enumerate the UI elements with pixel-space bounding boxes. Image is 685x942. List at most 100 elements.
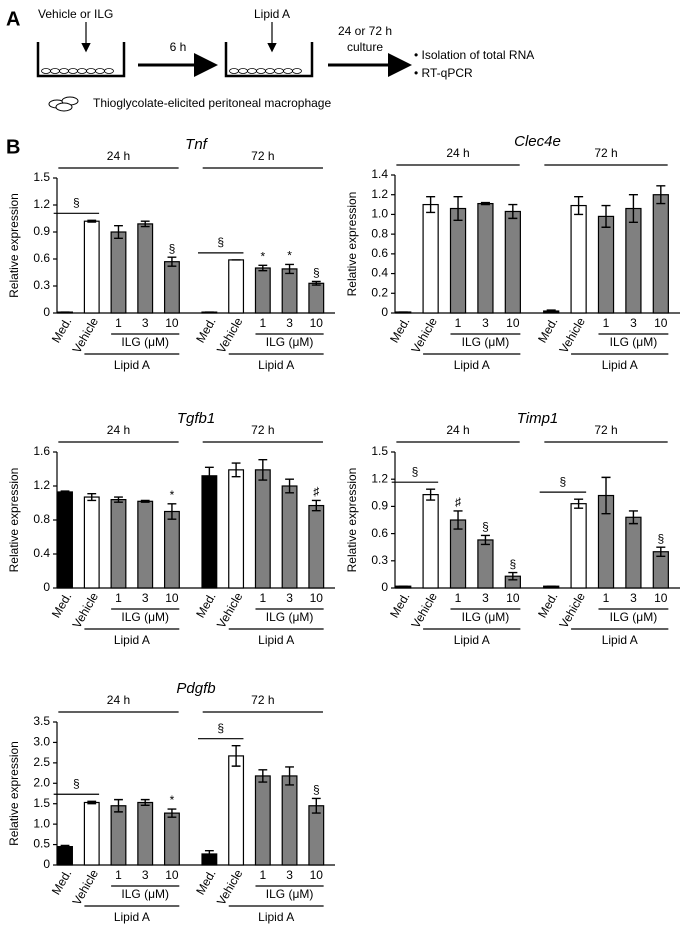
bar [281,485,298,589]
y-tick-label: 0 [43,305,50,319]
error-bar [453,195,463,222]
x-tick-label: 3 [286,316,293,330]
error-bar [574,498,584,509]
panel-label: B [6,136,20,158]
x-tick-label: 1 [455,316,462,330]
stimulus-label: Lipid A [254,7,290,21]
significance-marker: § [313,266,320,280]
stimulus-label: Lipid A [114,358,150,372]
ilg-label: ILG (μM) [266,610,314,624]
significance-marker: § [657,531,664,545]
bar [228,469,245,589]
x-tick-label: 10 [506,316,520,330]
ilg-label: ILG (μM) [610,335,658,349]
error-bar [258,769,268,783]
error-bar [601,204,611,228]
x-tick-label: Med. [387,590,412,620]
error-bar [87,800,97,805]
y-tick-label: 1.2 [371,471,388,485]
y-tick-label: 0 [43,857,50,871]
error-bar [258,264,268,272]
x-tick-label: Vehicle [70,315,102,356]
x-tick-label: Vehicle [214,590,246,631]
x-tick-label: Med. [49,315,74,345]
panel-a: A Vehicle or ILG 6 h Lipid A 24 or 72 h … [6,7,534,112]
y-tick-label: 2.5 [33,755,50,769]
group-label: 24 h [446,423,469,437]
error-bar [204,466,214,485]
error-bar [167,503,177,520]
y-tick-label: 1.5 [33,796,50,810]
x-tick-label: 1 [115,591,122,605]
bar [570,503,587,589]
y-tick-label: 0.6 [371,526,388,540]
error-bar [285,263,294,275]
y-axis-label: Relative expression [345,192,359,297]
significance-marker: § [217,721,224,735]
x-tick-label: 3 [286,591,293,605]
error-bar [628,510,638,525]
significance-marker: ♯ [455,495,461,509]
x-tick-label: 3 [142,316,149,330]
bar [163,812,180,866]
x-tick-label: 3 [482,316,489,330]
x-tick-label: Vehicle [556,315,588,356]
error-bar [285,478,294,494]
error-bar [140,220,150,228]
y-axis-label: Relative expression [345,468,359,573]
bar [228,259,245,314]
x-tick-label: 3 [630,591,637,605]
output: • Isolation of total RNA [414,48,534,62]
bar [163,261,180,314]
error-bar [311,499,321,512]
significance-marker: § [73,776,80,790]
bar [625,207,642,314]
significance-marker: § [412,464,419,478]
significance-marker: * [287,249,292,263]
cell [68,68,78,74]
x-tick-label: Vehicle [408,590,440,631]
chart-title: Tgfb1 [177,410,215,427]
y-tick-label: 0.9 [371,499,388,513]
cell [265,68,275,74]
x-tick-label: Vehicle [408,315,440,356]
x-tick-label: 1 [115,316,122,330]
error-bar [285,766,294,786]
group-label: 24 h [446,146,469,160]
chart-title: Timp1 [517,410,559,427]
y-tick-label: 0.6 [371,246,388,260]
significance-marker: § [313,783,320,797]
x-tick-label: Med. [535,590,560,620]
x-tick-label: 10 [165,316,179,330]
x-tick-label: Med. [193,590,218,620]
bar-chart: Clec4e Relative expression 0 0.2 0.4 0.6 0.8 1.… [345,133,680,372]
bar [308,282,325,314]
output: • RT-qPCR [414,66,473,80]
bar [83,220,100,314]
bar [110,499,127,589]
significance-marker: § [169,241,176,255]
bar [570,204,587,314]
significance-marker: * [170,488,175,502]
x-tick-label: 1 [259,316,266,330]
error-bar [231,462,241,478]
error-bar [508,203,518,220]
cell [292,68,302,74]
y-tick-label: 0 [381,305,388,319]
stimulus-label: Lipid A [114,633,150,647]
y-tick-label: 0 [43,580,50,594]
significance-marker: ♯ [313,485,319,499]
y-tick-label: 1.0 [33,816,50,830]
error-bar [656,546,666,557]
error-bar [426,488,436,501]
y-tick-label: 0.3 [371,553,388,567]
bar-chart: Timp1 Relative expression 0 0.3 0.6 0.9 1.2 1.5… [345,410,680,647]
significance-marker: § [509,557,516,571]
cell [104,68,114,74]
panel-label: A [6,8,20,30]
y-tick-label: 0.2 [371,285,388,299]
y-tick-label: 1.2 [33,197,50,211]
chart-title: Pdgfb [176,680,215,697]
y-tick-label: 1.0 [371,207,388,221]
